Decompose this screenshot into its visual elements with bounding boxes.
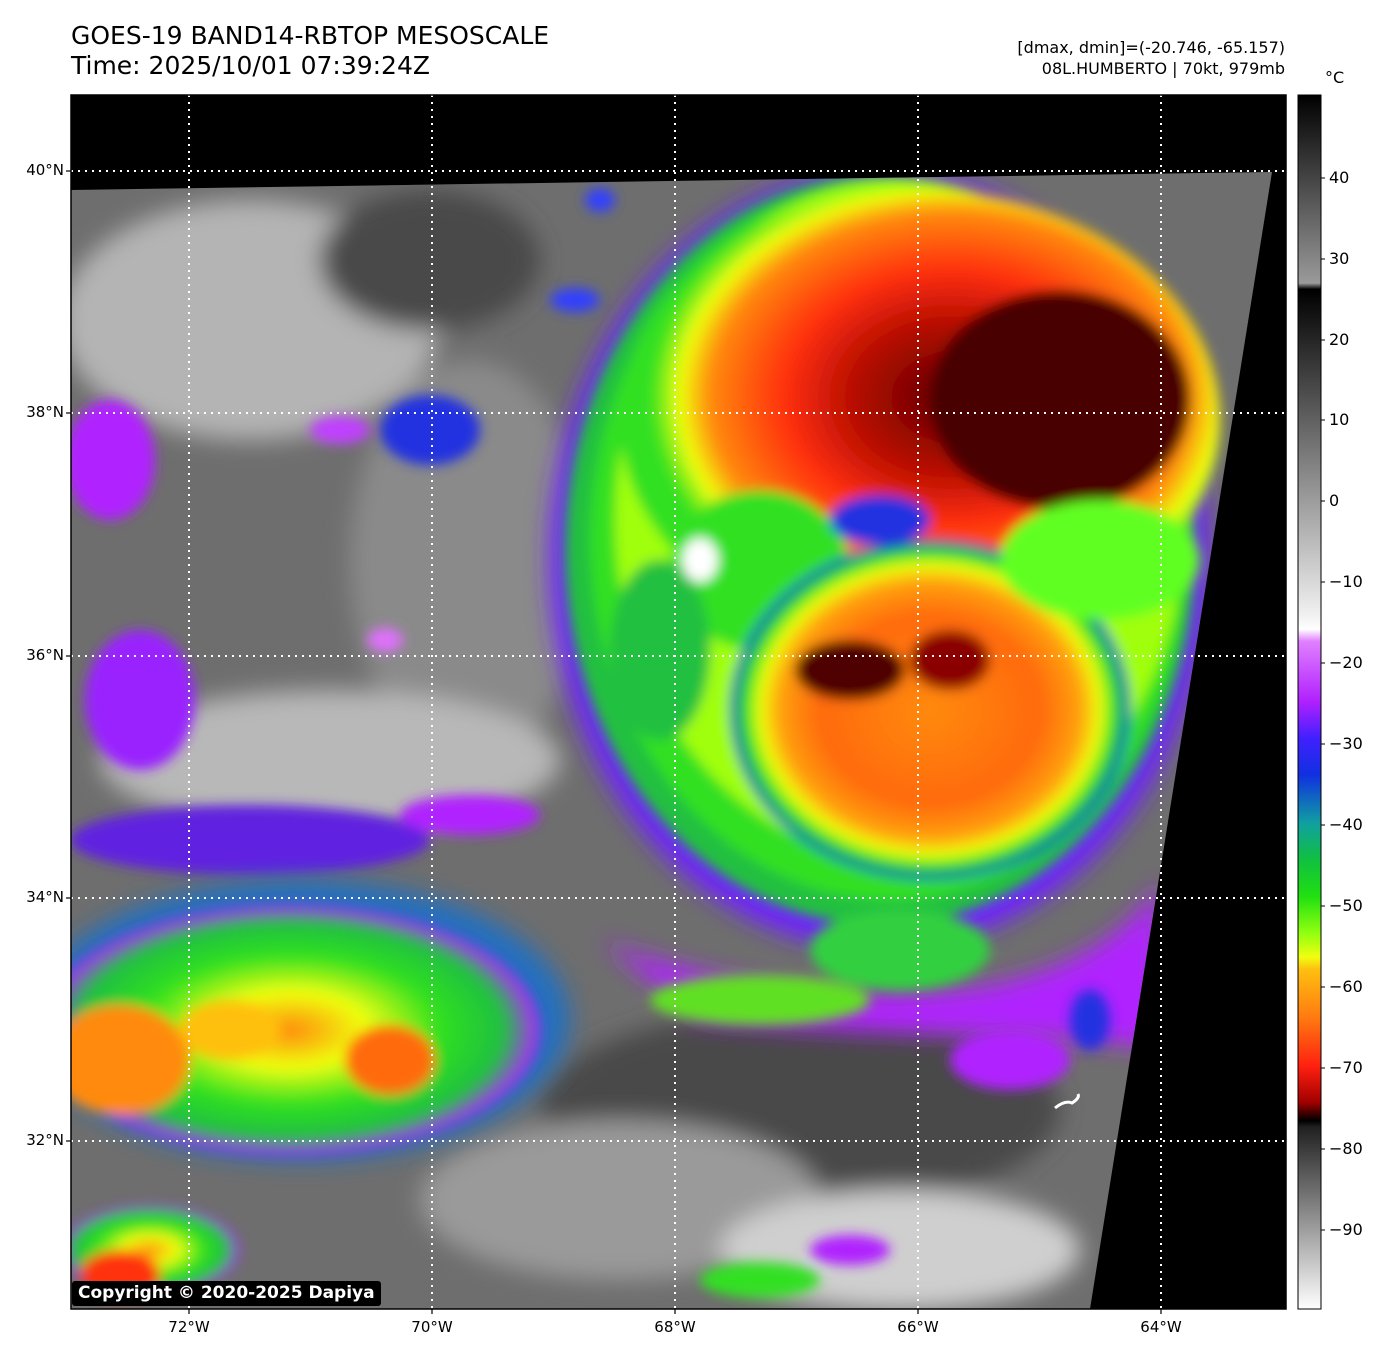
- lon-label-64w: 64°W: [1140, 1318, 1182, 1336]
- data-range-readout: [dmax, dmin]=(-20.746, -65.157): [1017, 38, 1285, 57]
- storm-info: 08L.HUMBERTO | 70kt, 979mb: [1041, 59, 1285, 78]
- colorbar-ticks: [1321, 177, 1325, 1231]
- axis-ticks: [66, 170, 1162, 1314]
- bermuda-outline: [1054, 1093, 1080, 1110]
- colorbar-tick-label: −60: [1329, 977, 1363, 996]
- map-timestamp: Time: 2025/10/01 07:39:24Z: [71, 51, 430, 80]
- colorbar-tick-label: 0: [1329, 491, 1340, 510]
- colorbar-tick-label: −30: [1329, 734, 1363, 753]
- imagery-layer: [71, 172, 1272, 1309]
- colorbar-tick-label: −40: [1329, 815, 1363, 834]
- lon-label-68w: 68°W: [654, 1318, 696, 1336]
- colorbar-tick-label: 40: [1329, 168, 1350, 187]
- colorbar-tick-label: −90: [1329, 1220, 1363, 1239]
- lat-label-40n: 40°N: [26, 161, 64, 179]
- colorbar-tick-label: 30: [1329, 249, 1350, 268]
- map-frame: [70, 94, 1287, 1310]
- colorbar-tick-label: 10: [1329, 410, 1350, 429]
- colorbar-tick-label: 20: [1329, 330, 1350, 349]
- colorbar-tick-label: −10: [1329, 572, 1363, 591]
- lon-label-70w: 70°W: [411, 1318, 453, 1336]
- lat-label-38n: 38°N: [26, 403, 64, 421]
- map-title: GOES-19 BAND14-RBTOP MESOSCALE: [71, 21, 550, 50]
- colorbar-tick-label: −20: [1329, 653, 1363, 672]
- colorbar: [1297, 94, 1322, 1310]
- lat-label-32n: 32°N: [26, 1131, 64, 1149]
- lat-label-36n: 36°N: [26, 646, 64, 664]
- copyright-badge: Copyright © 2020-2025 Dapiya: [72, 1281, 381, 1306]
- colorbar-tick-label: −70: [1329, 1058, 1363, 1077]
- lat-label-34n: 34°N: [26, 888, 64, 906]
- lon-label-72w: 72°W: [168, 1318, 210, 1336]
- colorbar-tick-label: −80: [1329, 1139, 1363, 1158]
- lon-label-66w: 66°W: [897, 1318, 939, 1336]
- colorbar-unit: °C: [1325, 68, 1345, 87]
- colorbar-tick-label: −50: [1329, 896, 1363, 915]
